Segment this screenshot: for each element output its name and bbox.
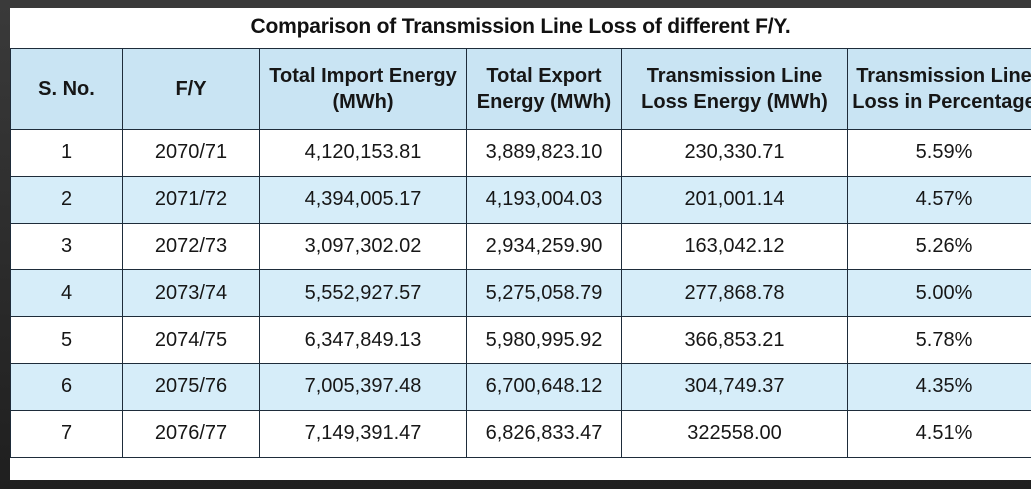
cell-loss-percent: 4.57% xyxy=(847,175,1031,224)
cell-loss-percent: 5.59% xyxy=(847,129,1031,177)
cell-export: 3,889,823.10 xyxy=(466,129,622,177)
cell-export: 2,934,259.90 xyxy=(466,222,622,271)
table-row: 5 2074/75 6,347,849.13 5,980,995.92 366,853.… xyxy=(10,316,1031,364)
cell-sno: 2 xyxy=(10,175,123,224)
cell-fy: 2073/74 xyxy=(122,269,260,318)
cell-export: 6,700,648.12 xyxy=(466,362,622,411)
cell-import: 7,005,397.48 xyxy=(259,362,467,411)
cell-export: 5,980,995.92 xyxy=(466,316,622,364)
cell-import: 4,120,153.81 xyxy=(259,129,467,177)
cell-fy: 2072/73 xyxy=(122,222,260,271)
cell-loss-energy: 230,330.71 xyxy=(621,129,848,177)
table-row: 6 2075/76 7,005,397.48 6,700,648.12 304,749.… xyxy=(10,362,1031,411)
cell-export: 5,275,058.79 xyxy=(466,269,622,318)
cell-loss-energy: 366,853.21 xyxy=(621,316,848,364)
cell-import: 6,347,849.13 xyxy=(259,316,467,364)
table-row: 4 2073/74 5,552,927.57 5,275,058.79 277,868.… xyxy=(10,269,1031,318)
cell-fy: 2071/72 xyxy=(122,175,260,224)
cell-sno: 6 xyxy=(10,362,123,411)
table-row: 7 2076/77 7,149,391.47 6,826,833.47 322558.0… xyxy=(10,409,1031,458)
cell-sno: 3 xyxy=(10,222,123,271)
header-import: Total Import Energy (MWh) xyxy=(259,48,467,130)
cell-sno: 5 xyxy=(10,316,123,364)
header-loss-percent: Transmission Line Loss in Percentage xyxy=(847,48,1031,130)
table-row: 1 2070/71 4,120,153.81 3,889,823.10 230,330.… xyxy=(10,129,1031,177)
header-sno: S. No. xyxy=(10,48,123,130)
cell-loss-percent: 5.26% xyxy=(847,222,1031,271)
header-fy: F/Y xyxy=(122,48,260,130)
cell-loss-energy: 201,001.14 xyxy=(621,175,848,224)
header-loss-energy: Transmission Line Loss Energy (MWh) xyxy=(621,48,848,130)
header-row: S. No. F/Y Total Import Energy (MWh) Tot… xyxy=(10,48,1031,130)
cell-import: 5,552,927.57 xyxy=(259,269,467,318)
table-row: 2 2071/72 4,394,005.17 4,193,004.03 201,001.… xyxy=(10,175,1031,224)
cell-loss-percent: 4.51% xyxy=(847,409,1031,458)
cell-sno: 1 xyxy=(10,129,123,177)
cell-import: 3,097,302.02 xyxy=(259,222,467,271)
cell-import: 7,149,391.47 xyxy=(259,409,467,458)
cell-export: 4,193,004.03 xyxy=(466,175,622,224)
header-export: Total Export Energy (MWh) xyxy=(466,48,622,130)
transmission-loss-table: S. No. F/Y Total Import Energy (MWh) Tot… xyxy=(10,48,1031,458)
cell-loss-percent: 5.00% xyxy=(847,269,1031,318)
cell-loss-percent: 4.35% xyxy=(847,362,1031,411)
cell-fy: 2070/71 xyxy=(122,129,260,177)
cell-loss-energy: 322558.00 xyxy=(621,409,848,458)
cell-fy: 2074/75 xyxy=(122,316,260,364)
cell-sno: 7 xyxy=(10,409,123,458)
cell-fy: 2076/77 xyxy=(122,409,260,458)
table-title: Comparison of Transmission Line Loss of … xyxy=(250,15,791,38)
slide-sheet: Comparison of Transmission Line Loss of … xyxy=(10,8,1031,480)
table-body: 1 2070/71 4,120,153.81 3,889,823.10 230,330.… xyxy=(10,129,1031,458)
cell-import: 4,394,005.17 xyxy=(259,175,467,224)
cell-loss-energy: 277,868.78 xyxy=(621,269,848,318)
table-row: 3 2072/73 3,097,302.02 2,934,259.90 163,042.… xyxy=(10,222,1031,271)
cell-export: 6,826,833.47 xyxy=(466,409,622,458)
cell-loss-energy: 304,749.37 xyxy=(621,362,848,411)
cell-sno: 4 xyxy=(10,269,123,318)
cell-loss-percent: 5.78% xyxy=(847,316,1031,364)
cell-loss-energy: 163,042.12 xyxy=(621,222,848,271)
cell-fy: 2075/76 xyxy=(122,362,260,411)
